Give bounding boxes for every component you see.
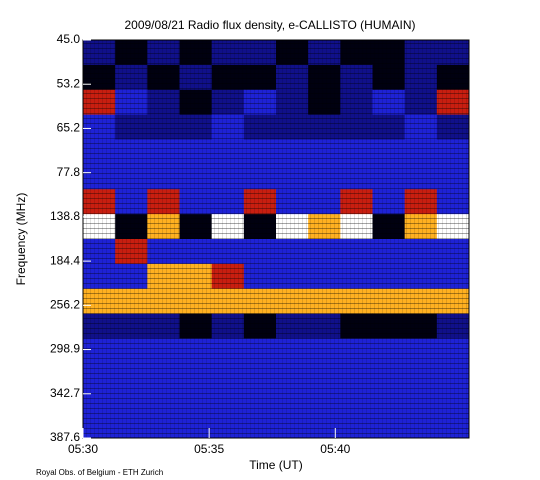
y-axis-label: Frequency (MHz) — [14, 193, 28, 286]
plot-frame — [82, 39, 470, 439]
y-tick-label: 387.6 — [50, 430, 80, 444]
chart-title: 2009/08/21 Radio flux density, e-CALLIST… — [124, 18, 415, 32]
x-axis-label: Time (UT) — [249, 458, 303, 472]
y-tick-label: 45.0 — [57, 32, 81, 46]
footer: Royal Obs. of Belgium - ETH Zurich — [36, 468, 163, 477]
x-tick-label: 05:35 — [194, 442, 224, 456]
y-tick-label: 342.7 — [50, 386, 80, 400]
y-tick-label: 77.8 — [57, 165, 81, 179]
x-tick-label: 05:30 — [68, 442, 98, 456]
y-tick-label: 256.2 — [50, 298, 80, 312]
texture — [83, 40, 469, 438]
y-tick-label: 298.9 — [50, 342, 80, 356]
y-tick-label: 184.4 — [50, 253, 80, 267]
y-tick-label: 53.2 — [57, 76, 81, 90]
y-tick-label: 65.2 — [57, 121, 81, 135]
y-tick-label: 138.8 — [50, 209, 80, 223]
x-tick-label: 05:40 — [320, 442, 350, 456]
